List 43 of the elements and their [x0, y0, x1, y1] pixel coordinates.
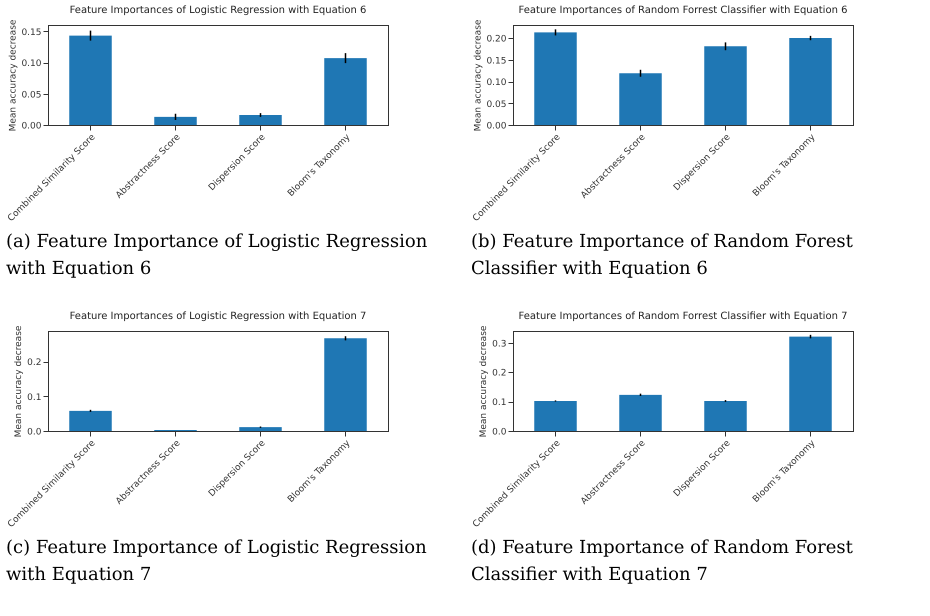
- bar: [69, 36, 112, 125]
- bar: [154, 116, 197, 125]
- y-tick-label: 0.0: [27, 428, 42, 438]
- chart-title: Feature Importances of Logistic Regression with Equation 6: [70, 5, 366, 16]
- bar: [239, 427, 282, 431]
- y-tick-label: 0.1: [27, 392, 42, 403]
- y-tick-label: 0.1: [492, 398, 506, 408]
- y-tick-label: 0.0: [492, 428, 507, 438]
- chart-title: Feature Importances of Random Forrest Classifier with Equation 7: [518, 311, 848, 322]
- bar: [704, 401, 747, 431]
- y-tick-label: 0.3: [492, 339, 506, 350]
- bar: [324, 58, 367, 125]
- bar: [534, 32, 577, 125]
- bar: [324, 338, 367, 431]
- y-tick-label: 0.15: [486, 56, 506, 66]
- y-tick-label: 0.00: [21, 122, 42, 132]
- y-tick-label: 0.20: [486, 34, 507, 45]
- chart-title: Feature Importances of Random Forrest Classifier with Equation 6: [518, 5, 848, 16]
- bar: [534, 401, 577, 431]
- y-axis-title: Mean accuracy decrease: [473, 19, 484, 132]
- text: (a) Feature Importance of Logistic Regression with Equation 6: [6, 230, 428, 281]
- bar: [239, 115, 282, 125]
- bar: [619, 73, 662, 125]
- text: (b) Feature Importance of Random Forest Classifier with Equation 6: [471, 230, 854, 281]
- text: (d) Feature Importance of Random Forest Classifier with Equation 7: [471, 536, 854, 587]
- bar: [789, 38, 832, 125]
- y-tick-label: 0.10: [21, 59, 42, 69]
- y-tick-label: 0.2: [27, 358, 42, 368]
- bar: [789, 336, 832, 431]
- y-tick-label: 0.10: [486, 78, 507, 88]
- y-axis-title: Mean accuracy decrease: [8, 19, 18, 132]
- y-tick-label: 0.05: [486, 100, 506, 110]
- chart-title: Feature Importances of Logistic Regression with Equation 7: [70, 311, 366, 322]
- bar: [619, 394, 662, 431]
- bar: [69, 410, 112, 431]
- y-tick-label: 0.15: [21, 28, 42, 38]
- y-axis-title: Mean accuracy decrease: [14, 325, 24, 438]
- text: (c) Feature Importance of Logistic Regression with Equation 7: [6, 536, 428, 587]
- y-tick-label: 0.05: [21, 90, 42, 100]
- y-tick-label: 0.00: [486, 122, 507, 132]
- bar: [704, 46, 747, 125]
- y-tick-label: 0.2: [492, 368, 506, 379]
- y-axis-title: Mean accuracy decrease: [479, 325, 490, 438]
